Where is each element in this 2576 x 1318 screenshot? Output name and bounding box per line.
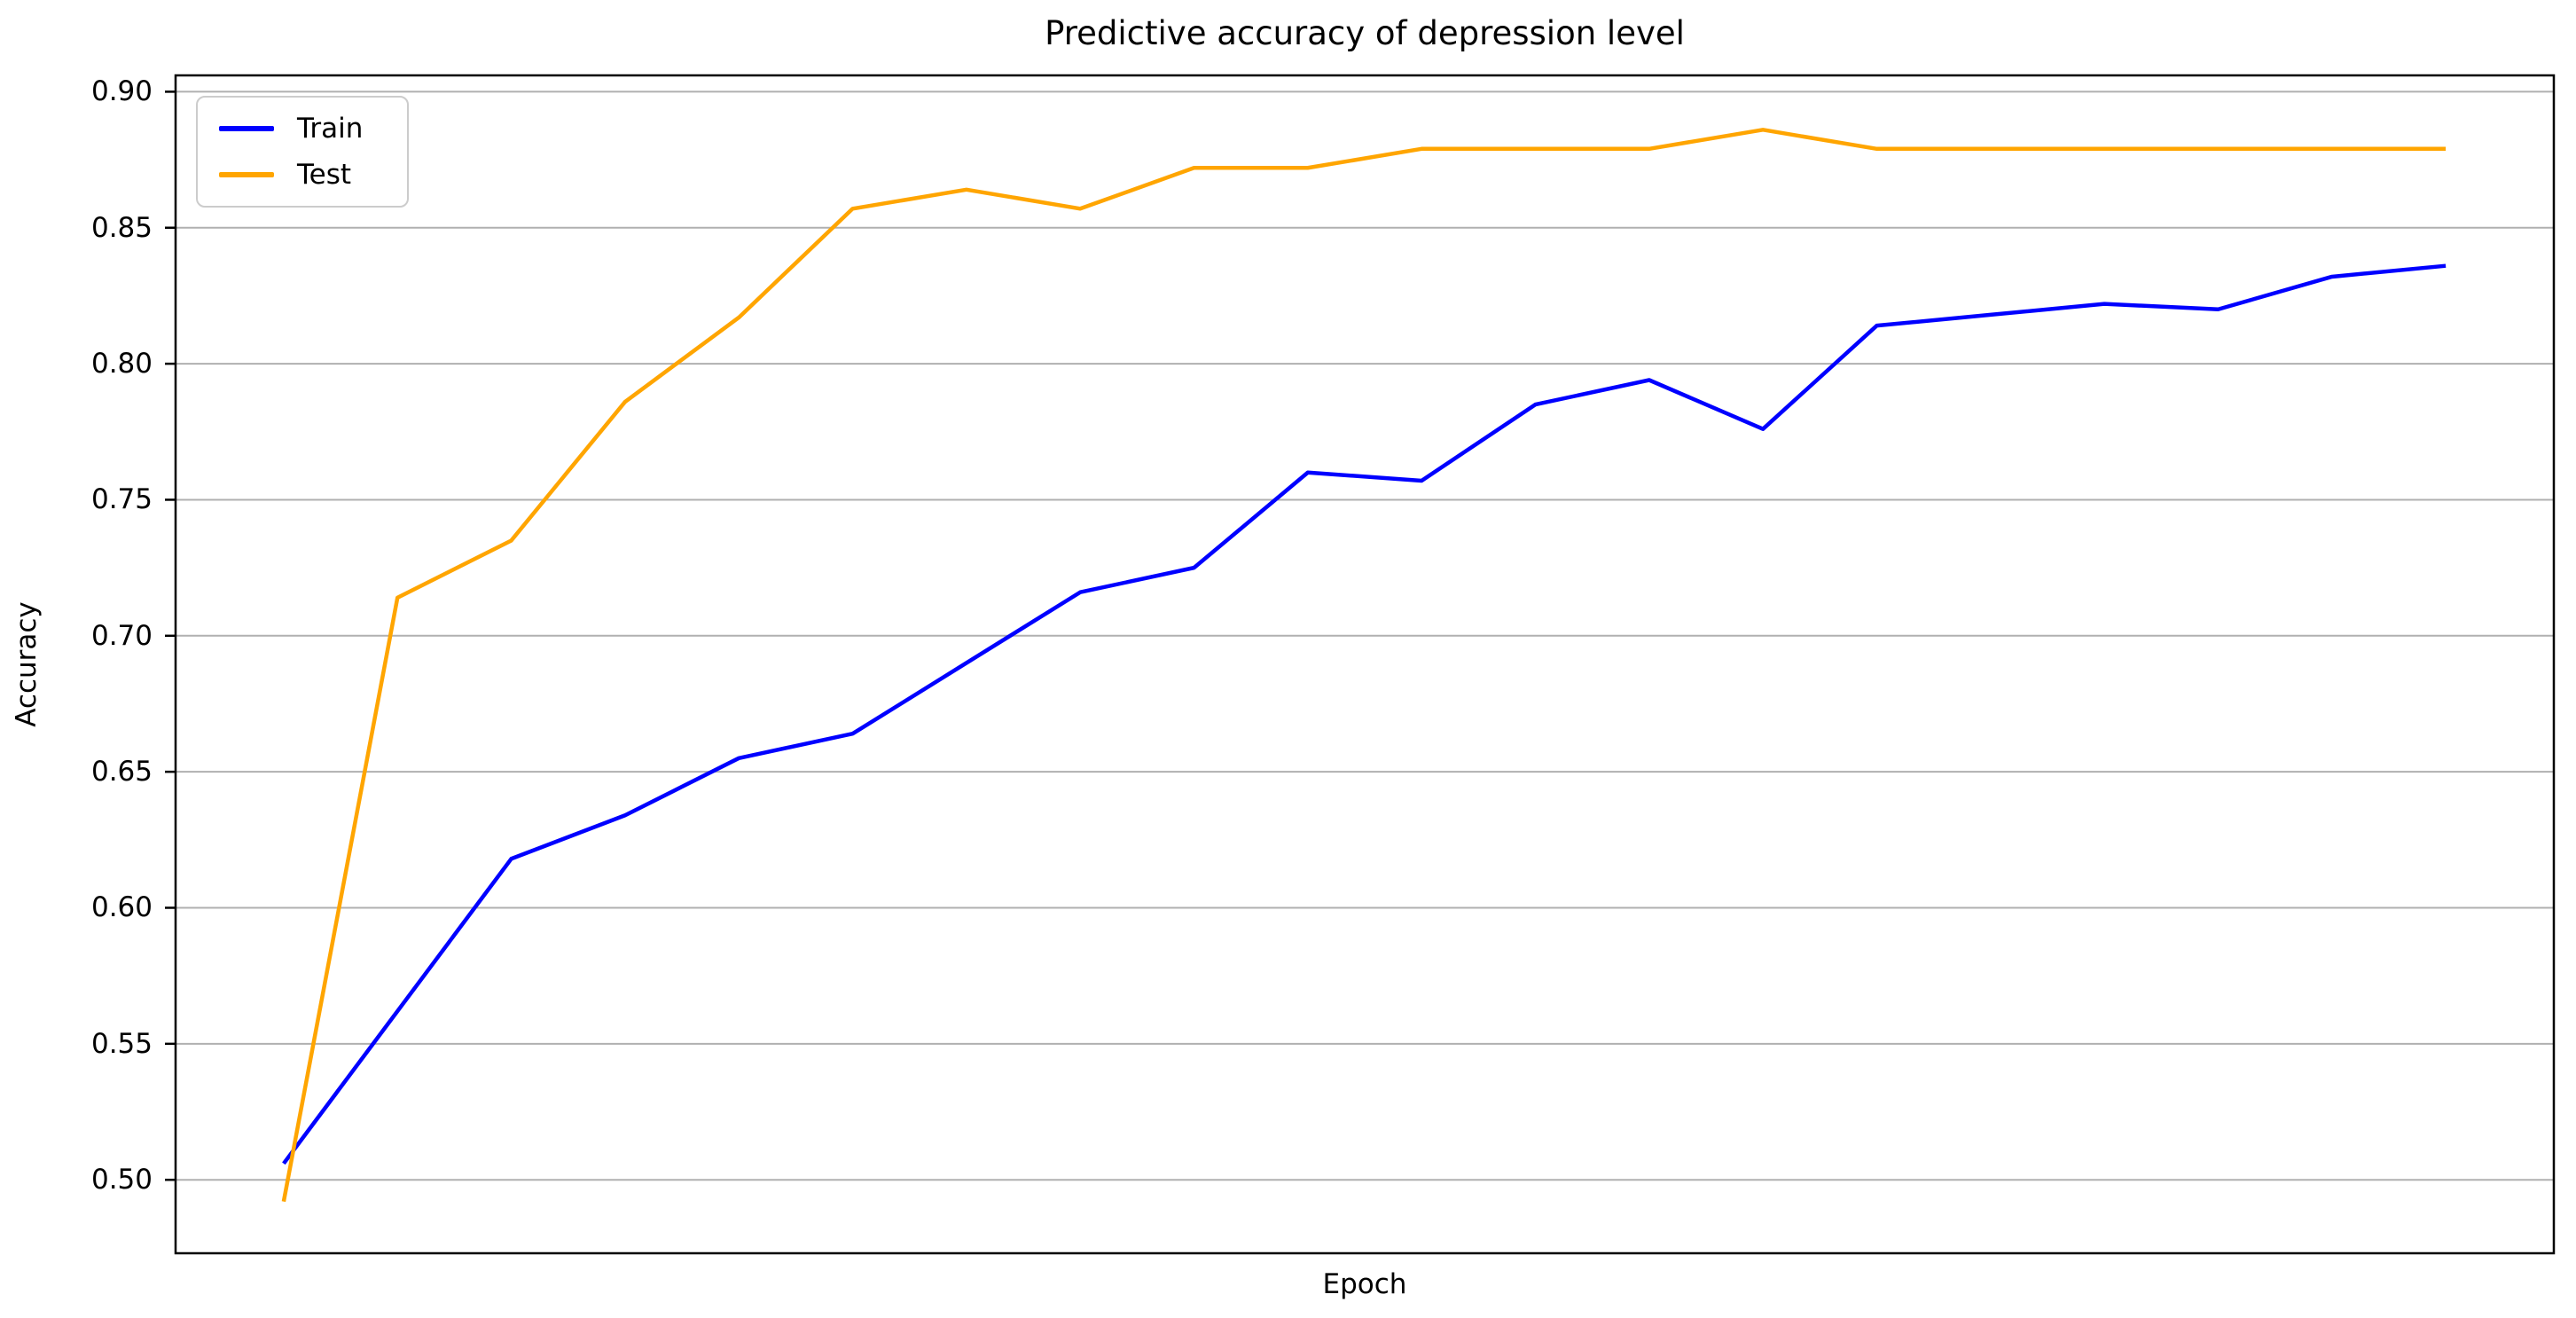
y-tick-label: 0.80 bbox=[90, 348, 153, 380]
series-line-train bbox=[282, 263, 2447, 1165]
y-tick-label: 0.50 bbox=[90, 1164, 153, 1196]
series-line-test bbox=[281, 128, 2447, 1203]
y-tick-label: 0.85 bbox=[90, 211, 153, 244]
y-tick-label: 0.60 bbox=[90, 891, 153, 924]
legend-label-test: Test bbox=[297, 159, 352, 192]
legend-label-train: Train bbox=[297, 112, 364, 145]
x-axis-label: Epoch bbox=[1322, 1268, 1407, 1300]
legend: Train Test bbox=[196, 96, 409, 208]
y-axis-label: Accuracy bbox=[11, 601, 43, 727]
legend-item-test: Test bbox=[219, 159, 407, 191]
axes-frame bbox=[174, 74, 2556, 1255]
chart-title: Predictive accuracy of depression level bbox=[1045, 14, 1685, 52]
y-tick-label: 0.65 bbox=[90, 756, 153, 788]
y-tick-label: 0.75 bbox=[90, 483, 153, 516]
y-tick-label: 0.55 bbox=[90, 1027, 153, 1060]
train-line-swatch bbox=[219, 125, 274, 131]
test-line-swatch bbox=[219, 172, 274, 178]
legend-item-train: Train bbox=[219, 113, 407, 145]
y-tick-label: 0.70 bbox=[90, 619, 153, 652]
y-tick-label: 0.90 bbox=[90, 75, 153, 108]
